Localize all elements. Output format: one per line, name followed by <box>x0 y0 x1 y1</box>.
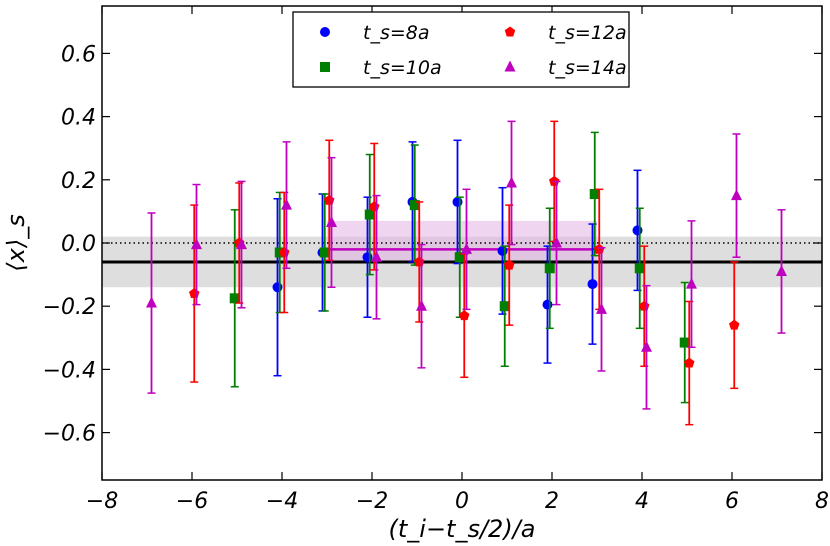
ts10-point <box>454 252 465 263</box>
ts12-point <box>684 357 695 368</box>
y-axis-label: ⟨x⟩_s <box>2 214 30 271</box>
legend-ts8-marker <box>320 27 330 37</box>
legend-ts14-label: t_s=14a <box>548 57 627 79</box>
x-tick-label: 2 <box>545 489 559 514</box>
ts10-point <box>319 247 330 258</box>
ts12-point <box>189 288 200 299</box>
ts10-point <box>589 189 600 200</box>
legend-ts12-marker <box>504 26 516 37</box>
ts14-point <box>686 277 697 289</box>
ts10-point <box>634 263 645 274</box>
x-tick-label: 8 <box>815 489 829 514</box>
x-tick-label: 6 <box>725 489 739 514</box>
y-tick-label: −0.2 <box>43 295 96 320</box>
ts8-point <box>362 252 373 263</box>
ticks-layer: −8 −6 −4 −2 0 2 4 6 8 −0.6 −0.4 −0.2 0.0 0.2 0.4 0.6 <box>43 6 829 514</box>
legend: t_s=8a t_s=10a t_s=12a t_s=14a <box>292 11 630 88</box>
ts8-point <box>587 279 598 290</box>
ts8-point <box>542 299 553 310</box>
ts14-point <box>236 238 247 250</box>
ts14-point <box>416 299 427 311</box>
ts12-point <box>504 259 515 270</box>
ts14-point <box>326 215 337 227</box>
ts10-point <box>409 200 420 211</box>
x-tick-label: −2 <box>356 489 388 514</box>
ts14-point <box>371 250 382 262</box>
series-ts10 <box>229 131 690 404</box>
legend-ts10-marker <box>320 62 330 72</box>
ts14-point <box>146 296 157 308</box>
ts8-point <box>452 196 463 207</box>
ts14-point <box>596 302 607 314</box>
ts8-point <box>272 282 283 293</box>
y-tick-label: −0.6 <box>43 422 96 447</box>
ts14-point <box>641 340 652 352</box>
ts14-point <box>191 238 202 250</box>
x-tick-label: −6 <box>176 489 208 514</box>
x-tick-label: −4 <box>266 489 298 514</box>
ts14-point <box>281 198 292 210</box>
x-tick-label: 0 <box>455 489 469 514</box>
y-tick-label: −0.4 <box>43 358 96 383</box>
x-tick-label: −8 <box>86 489 118 514</box>
series-ts14 <box>146 120 787 410</box>
ts10-point <box>679 337 690 348</box>
legend-ts10-label: t_s=10a <box>363 57 442 79</box>
ts8-point <box>497 245 508 256</box>
data-points-layer <box>146 120 787 426</box>
legend-box <box>292 11 630 88</box>
ts14-point <box>461 242 472 254</box>
legend-ts8-label: t_s=8a <box>363 22 430 44</box>
ts10-point <box>499 301 510 312</box>
legend-ts14-marker <box>504 60 516 72</box>
y-tick-label: 0.0 <box>61 232 96 257</box>
ts12-point <box>729 319 740 330</box>
y-tick-label: 0.6 <box>61 42 96 67</box>
ts8-point <box>632 225 643 236</box>
ts10-point <box>544 263 555 274</box>
ts10-point <box>229 293 240 304</box>
ts10-point <box>364 209 375 220</box>
ts12-point <box>459 310 470 321</box>
y-tick-label: 0.2 <box>61 169 96 194</box>
x-tick-label: 4 <box>635 489 649 514</box>
y-tick-label: 0.4 <box>61 106 96 131</box>
legend-ts12-label: t_s=12a <box>548 22 627 44</box>
ts14-point <box>731 189 742 201</box>
x-axis-label: (t_i−t_s/2)/a <box>389 515 536 543</box>
ts14-point <box>551 236 562 248</box>
ts14-point <box>506 176 517 188</box>
ts14-point <box>776 264 787 276</box>
